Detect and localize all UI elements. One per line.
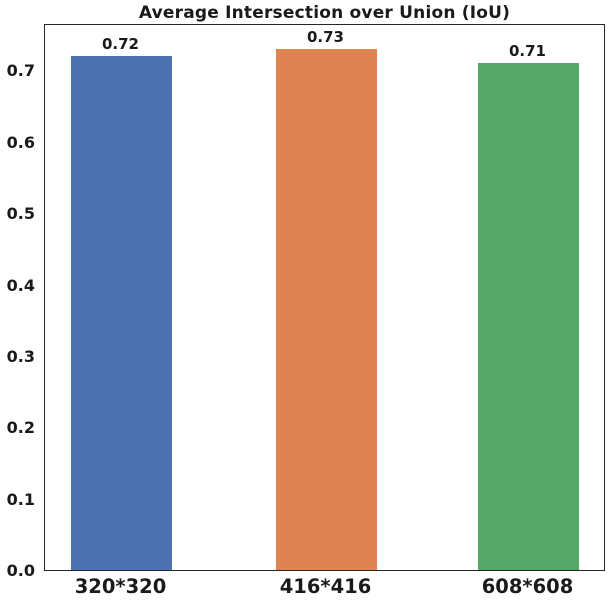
bar-value-label-608x608: 0.71 — [508, 42, 546, 60]
x-axis-tick-label-608x608: 608*608 — [481, 575, 574, 598]
x-axis-tick-label-320x320: 320*320 — [74, 575, 167, 598]
y-axis-tick-label-0-6: 0.6 — [6, 132, 35, 152]
bar-value-label-320x320: 0.72 — [101, 35, 139, 53]
y-axis-tick-label-0-1: 0.1 — [6, 489, 35, 509]
bar-608x608 — [478, 63, 579, 570]
y-axis-tick-label-0-3: 0.3 — [6, 346, 35, 366]
y-axis-tick-label-0-5: 0.5 — [6, 204, 35, 224]
bar-416x416 — [276, 49, 377, 570]
y-axis-tick-label-0-0: 0.0 — [6, 561, 35, 580]
y-axis-tick-label-0-4: 0.4 — [6, 275, 35, 295]
plot-area — [44, 24, 605, 571]
x-axis-tick-label-416x416: 416*416 — [279, 575, 372, 598]
bar-value-label-416x416: 0.73 — [306, 28, 344, 46]
y-axis-tick-label-0-2: 0.2 — [6, 418, 35, 438]
chart-title: Average Intersection over Union (IoU) — [138, 3, 511, 23]
bar-320x320 — [71, 56, 172, 570]
y-axis-tick-label-0-7: 0.7 — [6, 61, 35, 81]
